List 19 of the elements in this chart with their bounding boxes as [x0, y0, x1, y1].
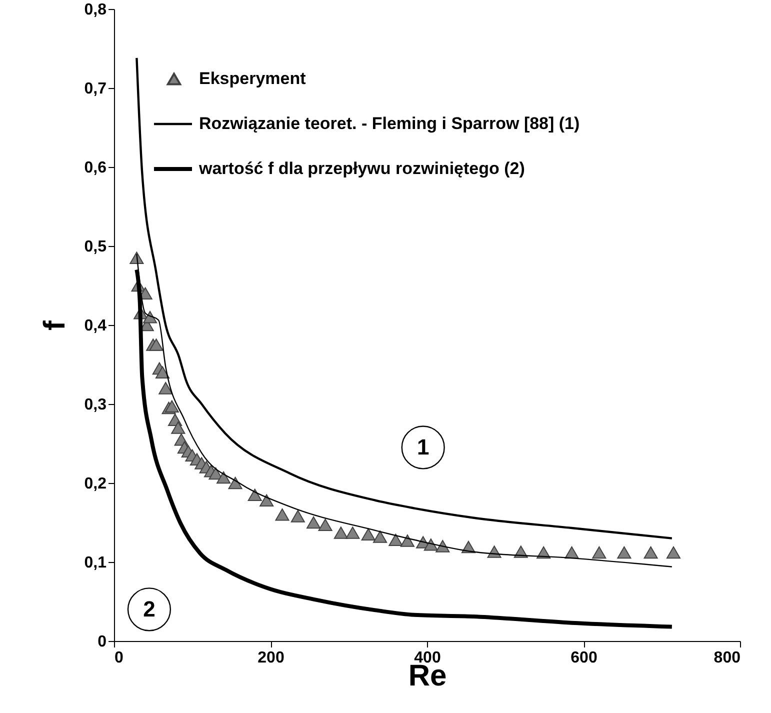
- x-tick-label: 200: [258, 650, 284, 666]
- y-tick-label: 0,8: [84, 2, 107, 18]
- x-tick-label: 800: [714, 650, 741, 666]
- y-tick-label: 0,1: [84, 554, 107, 572]
- legend-label: Rozwiązanie teoret. - Fleming i Sparrow [88] (1): [199, 114, 580, 133]
- y-axis-title: f: [38, 320, 72, 330]
- annotation: 1: [416, 434, 430, 460]
- legend-label: Eksperyment: [199, 69, 306, 88]
- x-tick-label: 0: [114, 650, 124, 666]
- y-tick-label: 0,4: [84, 318, 107, 334]
- annotation: 2: [143, 596, 156, 622]
- y-tick-label: 0,7: [84, 80, 107, 98]
- x-tick-label: 600: [570, 650, 598, 666]
- y-tick-label: 0,5: [84, 238, 107, 256]
- y-tick-label: 0,2: [84, 476, 107, 492]
- y-tick-label: 0: [98, 634, 107, 650]
- legend-label: wartość f dla przepływu rozwiniętego (2): [198, 159, 525, 178]
- y-tick-label: 0,6: [84, 160, 107, 176]
- y-tick-label: 0,3: [84, 396, 107, 414]
